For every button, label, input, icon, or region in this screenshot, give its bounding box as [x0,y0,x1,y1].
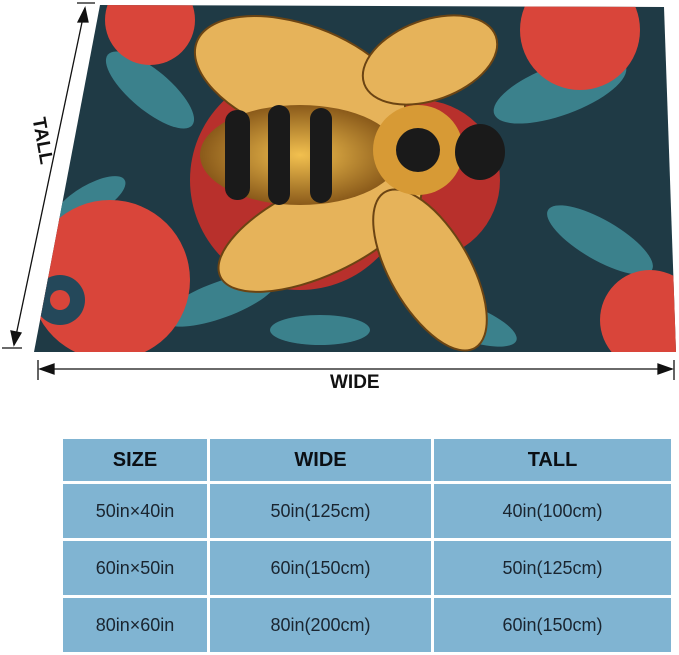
table-row: 50in×40in 50in(125cm) 40in(100cm) [63,484,671,538]
table-header-row: SIZE WIDE TALL [63,439,671,481]
table-row: 80in×60in 80in(200cm) 60in(150cm) [63,598,671,652]
wide-dimension-label: WIDE [330,372,380,393]
tall-cell: 40in(100cm) [434,484,671,538]
blanket-illustration [2,2,676,380]
tall-cell: 50in(125cm) [434,541,671,595]
size-cell: 80in×60in [63,598,207,652]
size-cell: 50in×40in [63,484,207,538]
tall-cell: 60in(150cm) [434,598,671,652]
dimension-arrows [2,2,675,380]
size-cell: 60in×50in [63,541,207,595]
table-row: 60in×50in 60in(150cm) 50in(125cm) [63,541,671,595]
wide-cell: 80in(200cm) [210,598,431,652]
header-size: SIZE [63,439,207,481]
wide-cell: 50in(125cm) [210,484,431,538]
blanket-print [34,5,676,352]
size-table: SIZE WIDE TALL 50in×40in 50in(125cm) 40i… [60,436,674,655]
header-tall: TALL [434,439,671,481]
wide-cell: 60in(150cm) [210,541,431,595]
header-wide: WIDE [210,439,431,481]
